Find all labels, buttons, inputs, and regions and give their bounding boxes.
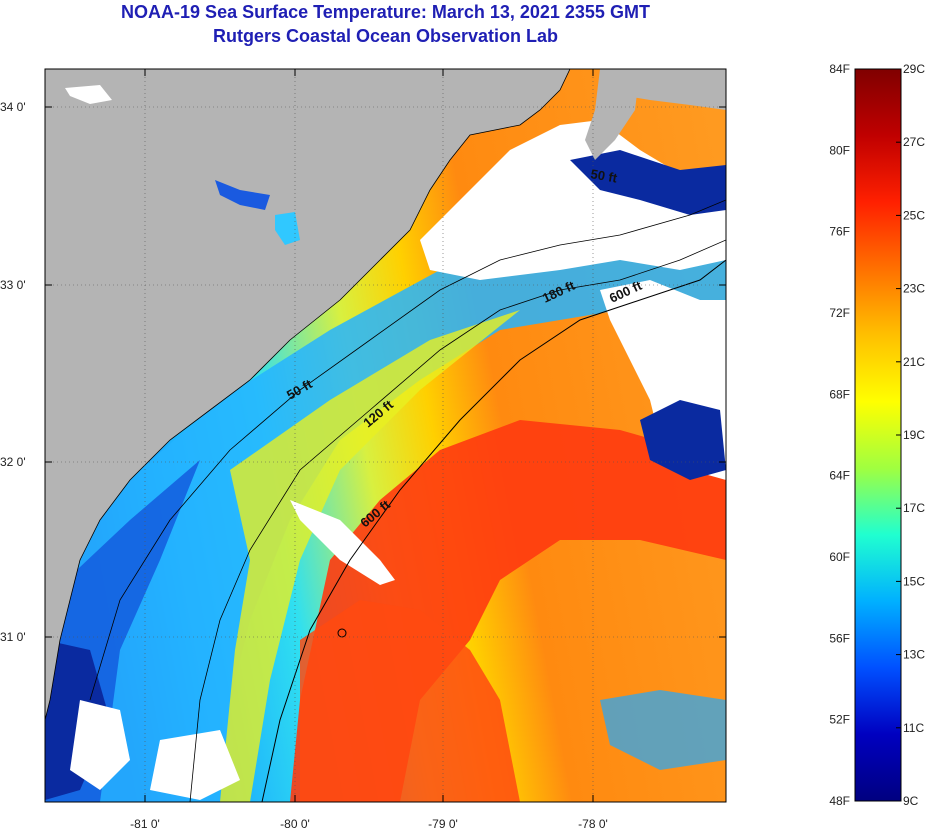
colorbar-f-label: 84F xyxy=(829,62,850,76)
contour-120ft xyxy=(189,239,726,802)
colorbar-celsius-labels: 29C 27C 25C 23C 21C 19C 17C 15C 13C 11C 9C xyxy=(896,62,925,808)
contour-label-50ft-north: 50 ft xyxy=(589,166,619,186)
cape-fear-shore xyxy=(585,69,640,160)
lat-label-34: 34 0' xyxy=(0,100,26,114)
lon-label-78: -78 0' xyxy=(578,817,608,831)
colorbar-f-label: 56F xyxy=(829,631,850,645)
inland-cloud xyxy=(65,85,112,104)
colorbar-c-label: 25C xyxy=(903,208,925,222)
colorbar-c-label: 9C xyxy=(903,794,919,808)
cloud-edge-east xyxy=(640,400,726,480)
map-title: NOAA-19 Sea Surface Temperature: March 1… xyxy=(121,2,650,22)
lon-label-80: -80 0' xyxy=(280,817,310,831)
coastline xyxy=(45,69,571,721)
axis-ticks xyxy=(45,69,726,802)
colorbar-f-label: 76F xyxy=(829,225,850,239)
colorbar-f-label: 80F xyxy=(829,143,850,157)
map-frame xyxy=(44,68,727,803)
cloud-patch-south xyxy=(150,730,240,800)
contour-600ft xyxy=(261,259,726,802)
contour-50ft xyxy=(89,199,726,701)
warm-water xyxy=(300,600,520,802)
colorbar-c-label: 19C xyxy=(903,428,925,442)
colorbar-f-label: 52F xyxy=(829,713,850,727)
lon-label-79: -79 0' xyxy=(428,817,458,831)
lat-label-31: 31 0' xyxy=(0,630,26,644)
cloud-patch-southwest xyxy=(70,700,130,790)
colorbar-c-label: 15C xyxy=(903,574,925,588)
lon-label-81: -81 0' xyxy=(130,817,160,831)
colorbar-c-label: 29C xyxy=(903,62,925,76)
cloud-edge-cold xyxy=(570,150,726,215)
colorbar-gradient xyxy=(854,68,902,802)
colorbar-c-label: 17C xyxy=(903,501,925,515)
colorbar-f-label: 64F xyxy=(829,469,850,483)
colorbar-f-label: 48F xyxy=(829,794,850,808)
colorbar-c-label: 23C xyxy=(903,282,925,296)
colorbar-f-label: 72F xyxy=(829,306,850,320)
map-subtitle: Rutgers Coastal Ocean Observation Lab xyxy=(212,26,559,46)
colorbar-f-label: 60F xyxy=(829,550,850,564)
colorbar-c-label: 11C xyxy=(903,721,924,735)
colorbar-c-label: 13C xyxy=(903,648,925,662)
colorbar-c-label: 21C xyxy=(903,355,925,369)
cool-patch-southeast xyxy=(600,690,726,770)
land-mass-north xyxy=(45,69,726,110)
cloud-streak xyxy=(290,500,395,585)
lake-moultrie xyxy=(275,212,300,245)
land-mass xyxy=(45,69,570,720)
lake-marion xyxy=(215,180,270,210)
grid xyxy=(45,69,726,802)
colorbar-c-label: 27C xyxy=(903,135,925,149)
colorbar-f-label: 68F xyxy=(829,387,850,401)
cool-shelf-water xyxy=(45,200,726,802)
lat-label-32: 32 0' xyxy=(0,455,26,469)
colorbar-fahrenheit-labels: 84F 80F 76F 72F 68F 64F 60F 56F 52F 48F xyxy=(829,62,850,808)
lat-label-33: 33 0' xyxy=(0,278,26,292)
